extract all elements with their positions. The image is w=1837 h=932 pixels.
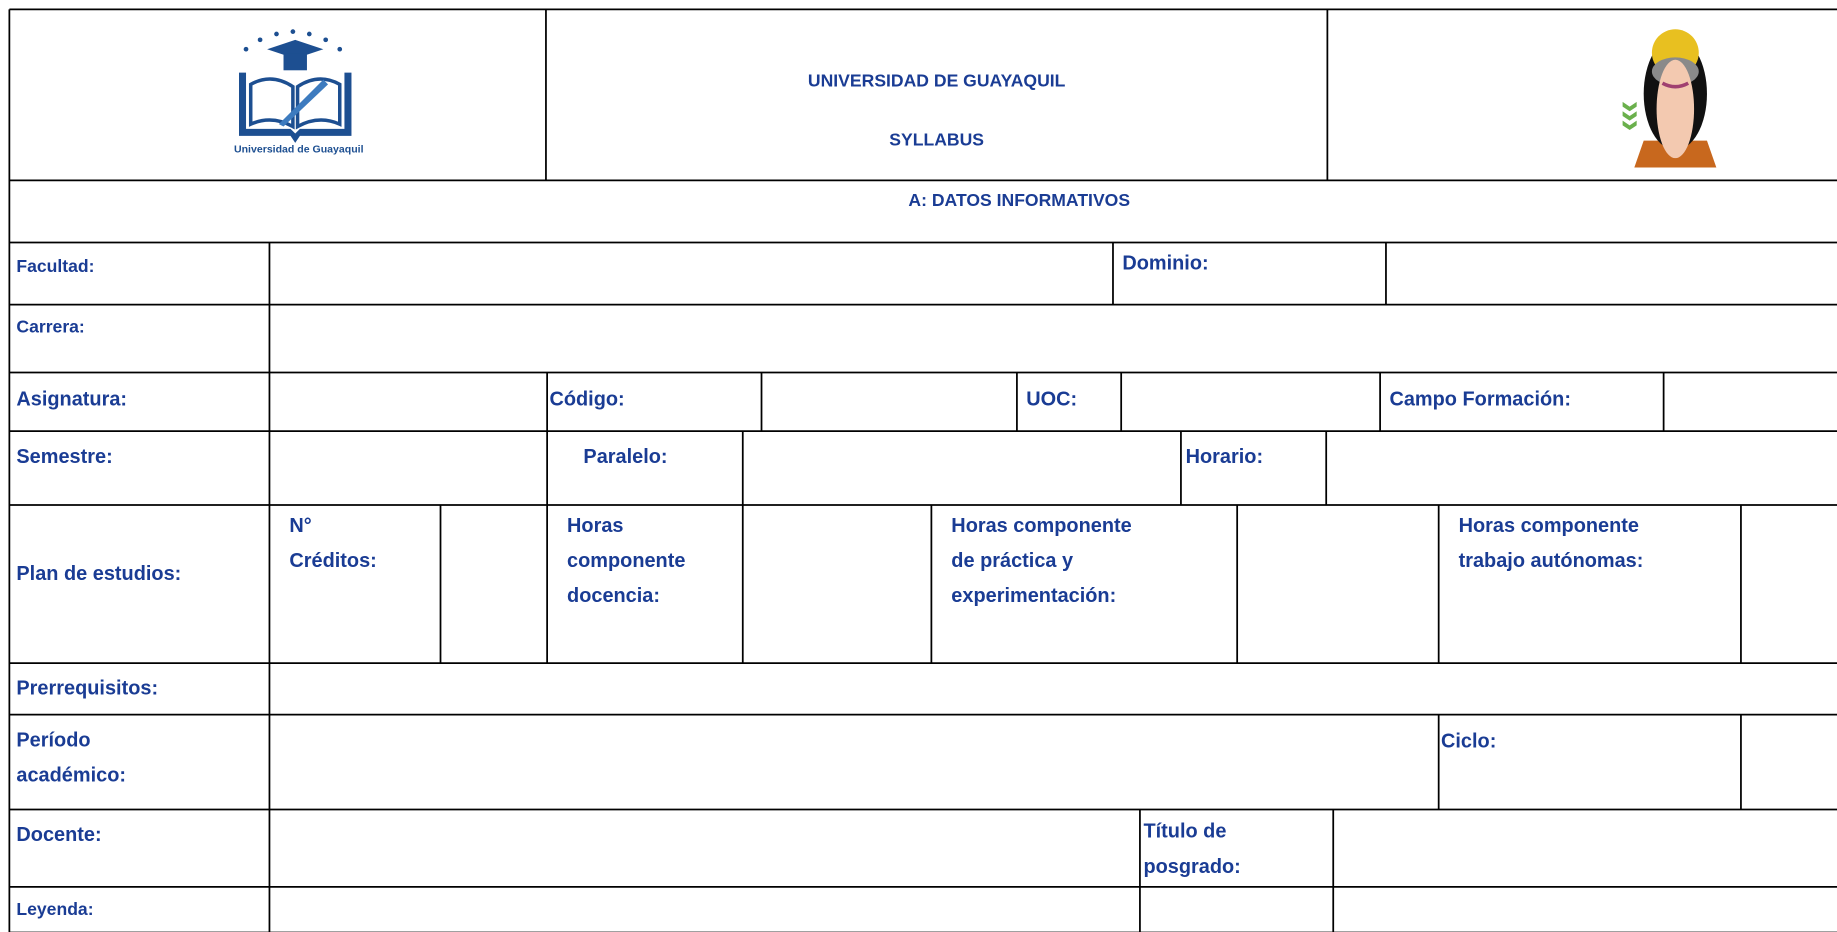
field-label: Horario: bbox=[1185, 445, 1264, 468]
document-title: SYLLABUS bbox=[889, 130, 985, 150]
field-label: Campo Formación: bbox=[1389, 387, 1571, 411]
field-label: Código: bbox=[549, 387, 625, 411]
field-label: Carrera: bbox=[16, 317, 85, 338]
university-logo bbox=[238, 29, 352, 143]
field-label: Ciclo: bbox=[1441, 729, 1497, 753]
field-label: Dominio: bbox=[1122, 251, 1209, 275]
field-label: Semestre: bbox=[16, 445, 113, 468]
field-label: UOC: bbox=[1026, 387, 1078, 411]
field-label: Paralelo: bbox=[583, 445, 668, 468]
field-label: Docente: bbox=[16, 823, 102, 846]
field-label: Leyenda: bbox=[16, 899, 94, 920]
field-label: Horas componente trabajo autónomas: bbox=[1458, 514, 1644, 572]
field-label: Asignatura: bbox=[16, 387, 128, 411]
field-label: Título de posgrado: bbox=[1143, 820, 1241, 878]
field-label: Horas componente docencia: bbox=[567, 514, 686, 607]
field-label: Horas componente de práctica y experimen… bbox=[951, 514, 1132, 607]
field-label: Plan de estudios: bbox=[16, 562, 182, 585]
section-title: A: DATOS INFORMATIVOS bbox=[908, 190, 1131, 211]
field-label: N° Créditos: bbox=[289, 514, 377, 572]
university-name: UNIVERSIDAD DE GUAYAQUIL bbox=[807, 71, 1066, 92]
field-label: Prerrequisitos: bbox=[16, 677, 159, 700]
logo-caption: Universidad de Guayaquil bbox=[234, 142, 364, 155]
field-label: Período académico: bbox=[16, 728, 126, 787]
faculty-logo bbox=[1622, 29, 1717, 168]
field-label: Facultad: bbox=[16, 256, 95, 277]
